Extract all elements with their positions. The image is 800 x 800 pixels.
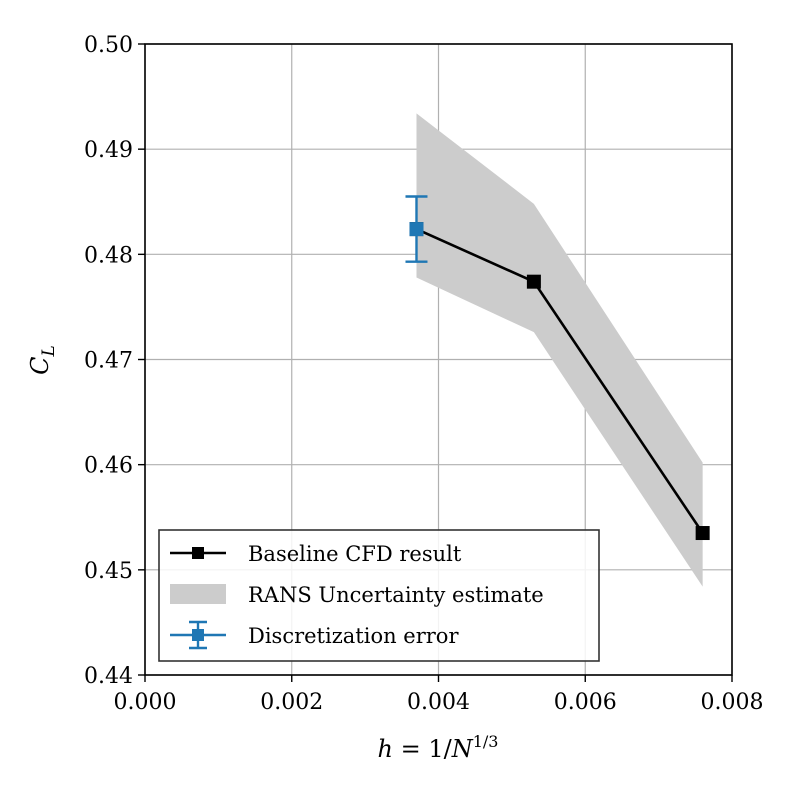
x-axis-label-part: = 1/ [393, 735, 453, 763]
baseline-point [526, 274, 541, 289]
legend-label-discretization: Discretization error [248, 624, 459, 648]
x-axis-label-part: N [451, 735, 474, 763]
uncertainty-band [416, 113, 703, 587]
x-tick-label: 0.006 [554, 690, 617, 715]
y-tick-label: 0.45 [84, 559, 133, 584]
baseline-point [695, 526, 710, 541]
x-tick-label: 0.008 [701, 690, 764, 715]
x-axis-label-part: h [378, 735, 393, 763]
y-axis-label-subscript: L [39, 345, 59, 357]
x-axis-label: h = 1/N1/3 [378, 732, 499, 763]
y-tick-label: 0.47 [84, 349, 133, 374]
legend-swatch-uncertainty [170, 584, 226, 604]
y-axis-label: CL [26, 345, 59, 375]
x-tick-label: 0.004 [407, 690, 470, 715]
legend-marker-discretization [192, 629, 204, 641]
discretization-error-layer [405, 195, 428, 263]
x-tick-label: 0.000 [114, 690, 177, 715]
x-tick-label: 0.002 [260, 690, 323, 715]
legend-box [158, 529, 600, 662]
y-tick-label: 0.49 [84, 138, 133, 163]
legend: Baseline CFD result RANS Uncertainty est… [158, 529, 600, 662]
uncertainty-band-layer [416, 113, 703, 587]
y-tick-label: 0.50 [84, 33, 133, 58]
discretization-point [409, 222, 424, 237]
axis-ticks: 0.000 0.002 0.004 0.006 0.008 0.44 0.45 0.46 0.4… [84, 33, 763, 715]
legend-marker-baseline [192, 547, 204, 559]
legend-label-baseline: Baseline CFD result [248, 542, 462, 566]
legend-label-uncertainty: RANS Uncertainty estimate [248, 583, 544, 607]
y-tick-label: 0.44 [84, 664, 133, 689]
y-tick-label: 0.48 [84, 243, 133, 268]
x-axis-label-exponent: 1/3 [473, 732, 499, 751]
y-tick-label: 0.46 [84, 454, 133, 479]
y-axis-label-part: C [26, 356, 54, 374]
